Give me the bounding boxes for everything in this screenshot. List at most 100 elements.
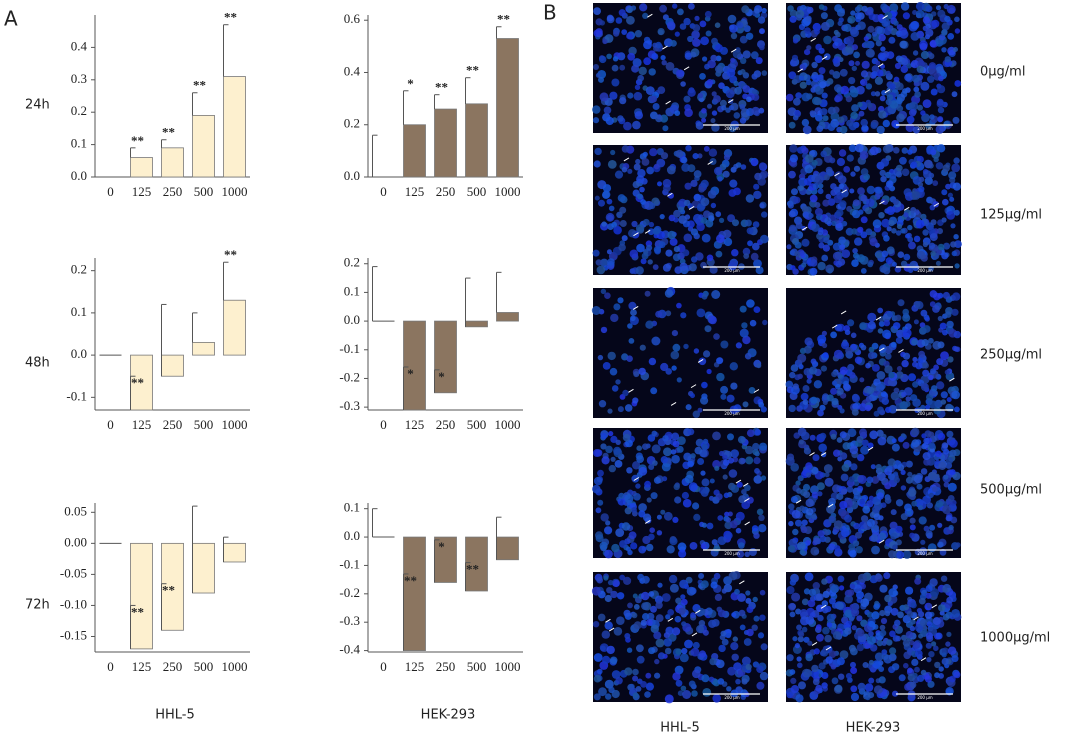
nucleus xyxy=(687,428,695,436)
nucleus xyxy=(907,149,913,155)
nucleus xyxy=(690,179,698,187)
nucleus xyxy=(712,460,721,469)
nucleus xyxy=(616,592,625,600)
nucleus xyxy=(855,60,860,66)
nucleus xyxy=(883,235,890,242)
nucleus xyxy=(668,214,676,222)
nucleus xyxy=(896,366,903,372)
arrow xyxy=(688,206,695,210)
nucleus xyxy=(857,101,863,108)
nucleus xyxy=(902,352,911,360)
nucleus xyxy=(710,202,717,209)
nucleus xyxy=(592,105,601,114)
nucleus xyxy=(613,303,621,311)
nucleus xyxy=(655,614,664,622)
nucleus xyxy=(593,64,599,70)
nucleus xyxy=(877,436,887,446)
nucleus xyxy=(839,244,846,250)
nucleus xyxy=(592,484,601,494)
nucleus xyxy=(946,397,952,403)
nucleus xyxy=(656,530,663,536)
nucleus xyxy=(733,80,739,87)
nucleus xyxy=(604,621,613,630)
nucleus xyxy=(818,74,824,80)
nucleus xyxy=(722,170,730,178)
arrow xyxy=(728,99,734,104)
nucleus xyxy=(836,437,843,443)
nucleus xyxy=(936,98,944,106)
nucleus xyxy=(654,658,660,665)
nucleus xyxy=(798,631,805,638)
nucleus xyxy=(595,507,602,514)
nucleus xyxy=(789,603,796,610)
nucleus xyxy=(867,692,875,699)
nucleus xyxy=(877,328,884,334)
nucleus xyxy=(655,638,665,648)
nucleus xyxy=(694,15,700,21)
nucleus xyxy=(947,646,957,655)
nucleus xyxy=(827,123,836,131)
nucleus xyxy=(792,38,799,44)
y-tick-label: 0.6 xyxy=(344,11,361,26)
nucleus xyxy=(628,531,637,540)
nucleus xyxy=(607,258,615,266)
nucleus xyxy=(683,95,691,103)
nucleus xyxy=(951,250,957,257)
nucleus xyxy=(690,647,700,657)
nucleus xyxy=(893,387,900,394)
nucleus xyxy=(789,15,797,23)
nucleus xyxy=(910,161,918,169)
nucleus xyxy=(878,532,887,541)
nucleus xyxy=(840,85,850,95)
nucleus xyxy=(860,344,867,351)
nucleus xyxy=(879,410,885,416)
nucleus xyxy=(896,97,903,105)
nucleus xyxy=(941,47,947,53)
nucleus xyxy=(619,220,627,227)
nucleus xyxy=(745,32,754,40)
nucleus xyxy=(725,632,732,639)
nucleus xyxy=(880,3,888,11)
nucleus xyxy=(848,644,856,652)
nucleus xyxy=(913,474,923,484)
nucleus xyxy=(838,236,846,245)
nucleus xyxy=(654,672,661,679)
nucleus xyxy=(722,474,728,480)
nucleus xyxy=(787,545,796,553)
nucleus xyxy=(663,511,673,521)
nucleus xyxy=(911,500,918,507)
nucleus xyxy=(882,267,891,275)
nucleus xyxy=(886,465,893,472)
nucleus xyxy=(866,518,875,527)
nucleus xyxy=(865,362,871,369)
nucleus xyxy=(611,78,620,87)
nucleus xyxy=(850,667,858,674)
nucleus xyxy=(636,243,645,253)
nucleus xyxy=(803,447,812,455)
nucleus xyxy=(793,97,801,106)
bar xyxy=(223,299,246,356)
nucleus xyxy=(879,610,886,617)
nucleus xyxy=(951,308,959,316)
nucleus xyxy=(688,3,695,10)
nucleus xyxy=(937,522,943,528)
nucleus xyxy=(934,661,941,669)
significance: ** xyxy=(162,125,175,140)
micrograph: 200 μm xyxy=(591,571,769,704)
nucleus xyxy=(899,29,909,39)
nucleus xyxy=(683,199,691,207)
nucleus xyxy=(820,365,828,372)
nucleus xyxy=(619,64,626,71)
nucleus xyxy=(677,205,685,213)
nucleus xyxy=(628,338,635,344)
nucleus xyxy=(737,435,746,444)
nucleus xyxy=(935,450,942,458)
nucleus xyxy=(847,363,855,372)
nucleus xyxy=(865,83,873,90)
nucleus xyxy=(915,1,925,11)
nucleus xyxy=(803,345,812,354)
y-tick-label: 0.3 xyxy=(71,71,87,86)
nucleus xyxy=(623,576,632,586)
nucleus xyxy=(919,547,928,556)
nucleus xyxy=(797,353,807,363)
